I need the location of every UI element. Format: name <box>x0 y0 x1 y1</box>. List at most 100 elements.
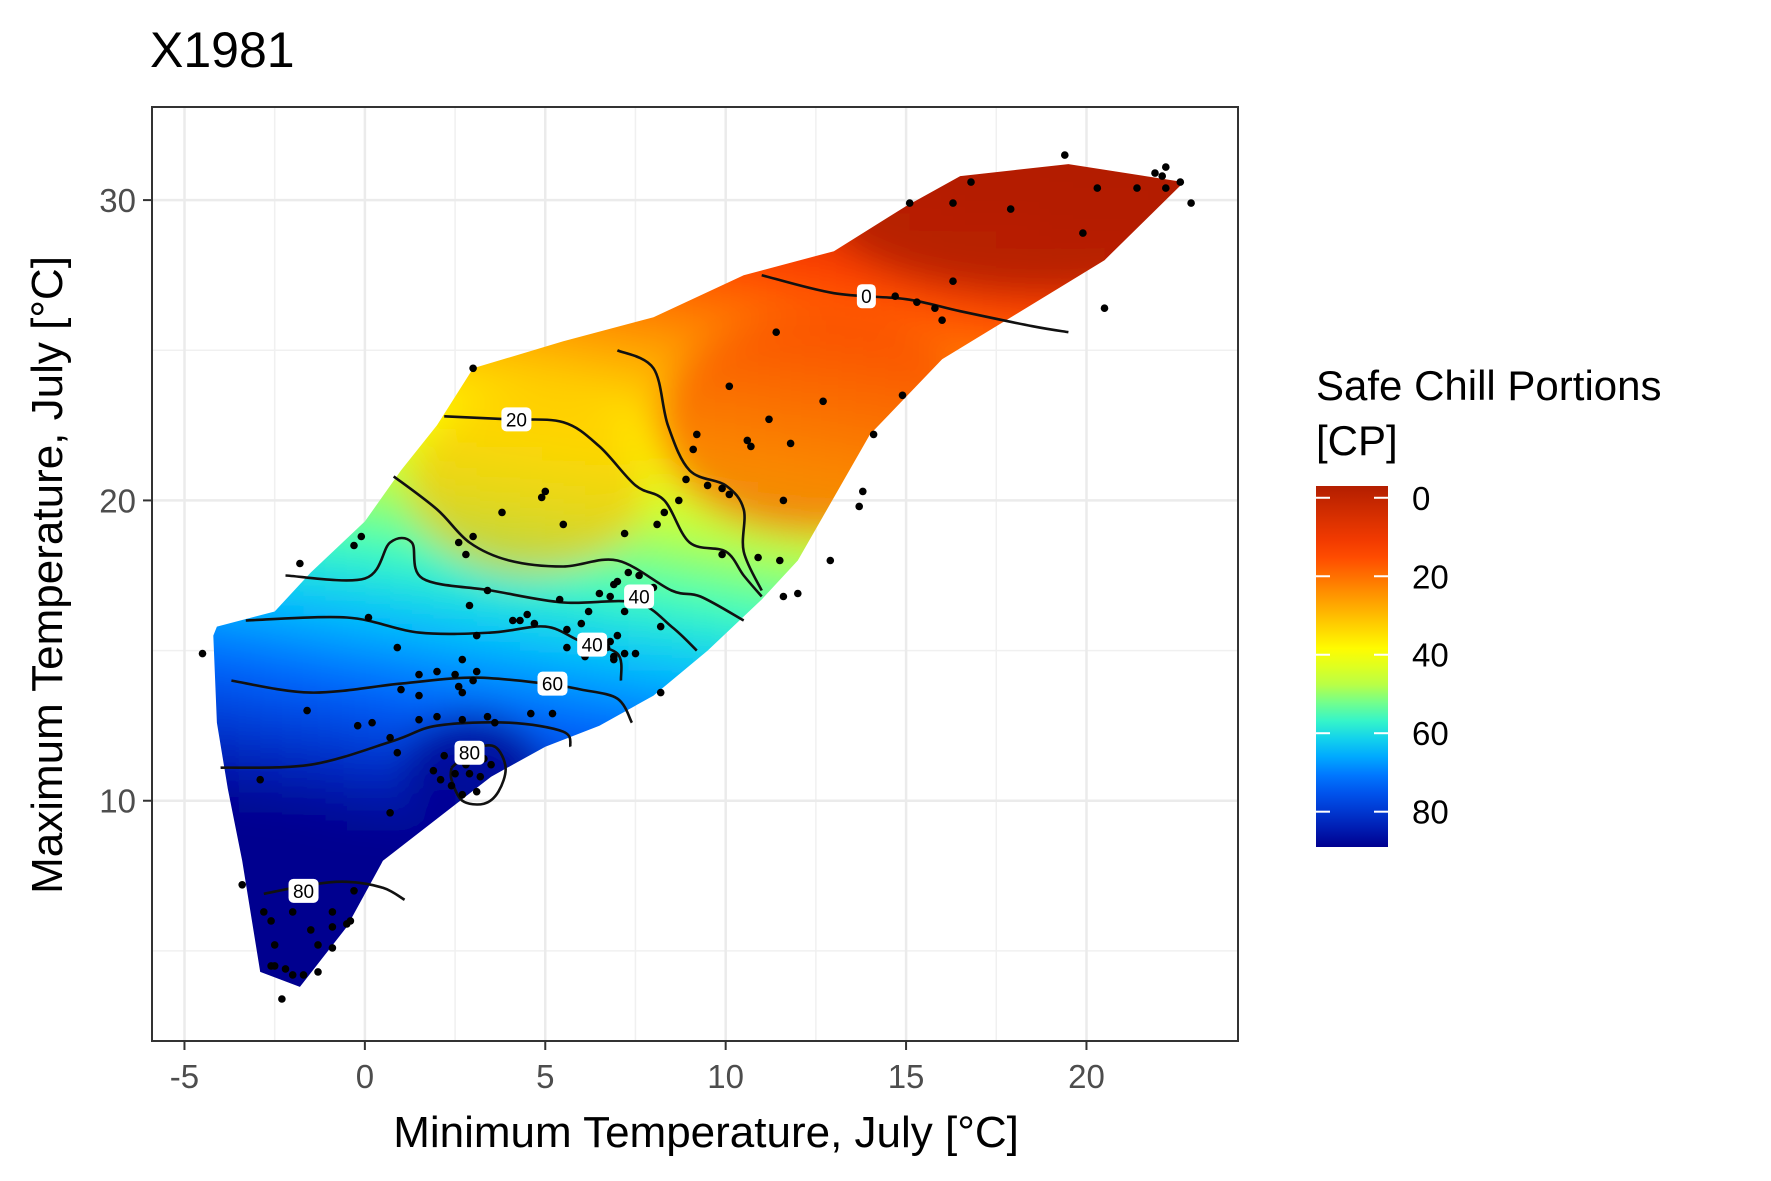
field-cell <box>758 536 781 556</box>
field-cell <box>238 698 262 718</box>
field-cell <box>213 680 218 700</box>
contour-line-20 <box>616 349 763 592</box>
station-point <box>462 550 470 559</box>
station-point <box>451 769 459 778</box>
field-cell <box>411 554 435 574</box>
field-cell <box>390 716 413 736</box>
station-point <box>541 487 550 496</box>
x-tick-label: 20 <box>1068 1058 1105 1095</box>
field-cell <box>281 662 305 682</box>
field-cell <box>303 626 327 646</box>
station-point <box>465 769 474 778</box>
field-cell <box>303 806 327 826</box>
field-cell <box>433 608 456 628</box>
station-point <box>465 601 474 610</box>
field-cell <box>606 392 630 412</box>
field-cell <box>325 716 348 736</box>
field-cell <box>541 356 565 376</box>
field-cell <box>433 662 456 682</box>
y-tick-label: 30 <box>99 182 136 219</box>
station-point <box>509 616 517 625</box>
field-cell <box>649 482 673 502</box>
station-point <box>472 631 481 640</box>
field-cell <box>736 284 760 304</box>
station-point <box>386 809 394 817</box>
field-cell <box>281 716 305 736</box>
field-cell <box>260 842 283 862</box>
station-point <box>1151 169 1159 177</box>
field-cell <box>649 590 673 610</box>
field-cell <box>498 572 521 592</box>
field-cell <box>606 662 630 682</box>
field-cell <box>368 698 392 718</box>
station-point <box>278 995 286 1003</box>
field-cell <box>671 320 695 340</box>
station-point <box>440 751 449 760</box>
station-point <box>350 887 358 895</box>
field-cell <box>260 770 283 790</box>
field-cell <box>346 554 370 574</box>
field-cell <box>346 770 370 790</box>
field-cell <box>260 734 283 754</box>
field-cell <box>649 338 673 358</box>
legend-label: 40 <box>1412 637 1449 674</box>
station-point <box>469 532 477 541</box>
station-point <box>1133 184 1141 192</box>
station-point <box>198 649 207 658</box>
station-point <box>433 667 441 676</box>
field-cell <box>346 626 370 646</box>
station-point <box>747 442 755 451</box>
field-cell <box>823 266 846 286</box>
field-cell <box>628 626 651 646</box>
field-cell <box>931 320 954 340</box>
field-cell <box>390 806 413 826</box>
station-point <box>725 490 734 499</box>
field-cell <box>216 626 240 646</box>
field-cell <box>390 590 413 610</box>
field-cell <box>628 662 651 682</box>
station-point <box>703 481 712 490</box>
station-point <box>436 775 445 784</box>
field-cell <box>844 266 868 286</box>
field-cell <box>671 554 695 574</box>
field-cell <box>585 338 608 358</box>
field-cell <box>325 590 348 610</box>
field-cell <box>606 356 630 376</box>
station-point <box>299 971 308 979</box>
field-cell <box>498 662 521 682</box>
contour-label-0: 0 <box>861 287 872 308</box>
contour-label-40: 40 <box>582 636 603 657</box>
contour-label-80: 80 <box>293 882 314 903</box>
station-point <box>498 508 506 517</box>
field-cell <box>931 338 954 358</box>
contour-line-0 <box>761 273 1069 334</box>
field-cell <box>411 536 435 556</box>
field-cell <box>238 788 262 808</box>
field-cell <box>368 626 392 646</box>
field-cell <box>238 806 262 826</box>
field-cell <box>628 320 651 340</box>
x-tick-label: -5 <box>170 1058 199 1095</box>
field-cell <box>541 572 565 592</box>
station-point <box>913 298 921 307</box>
field-cell <box>498 644 521 664</box>
field-cell <box>758 284 781 304</box>
contour-labels: 0 20 40 40 60 80 80 <box>288 284 876 903</box>
station-point <box>606 637 614 646</box>
field-cell <box>390 698 413 718</box>
station-point <box>1176 178 1185 186</box>
station-point <box>523 610 531 619</box>
field-cell <box>541 698 565 718</box>
field-cell <box>693 536 716 556</box>
station-point <box>458 688 467 697</box>
field-cell <box>303 842 327 862</box>
field-cell <box>953 320 976 340</box>
station-point <box>905 199 914 207</box>
field-cell <box>325 554 348 574</box>
contour-label-bg <box>624 584 655 609</box>
field-cell <box>325 644 348 664</box>
station-point <box>693 430 701 439</box>
contour-label-bg <box>501 407 532 432</box>
field-cell <box>498 374 521 394</box>
